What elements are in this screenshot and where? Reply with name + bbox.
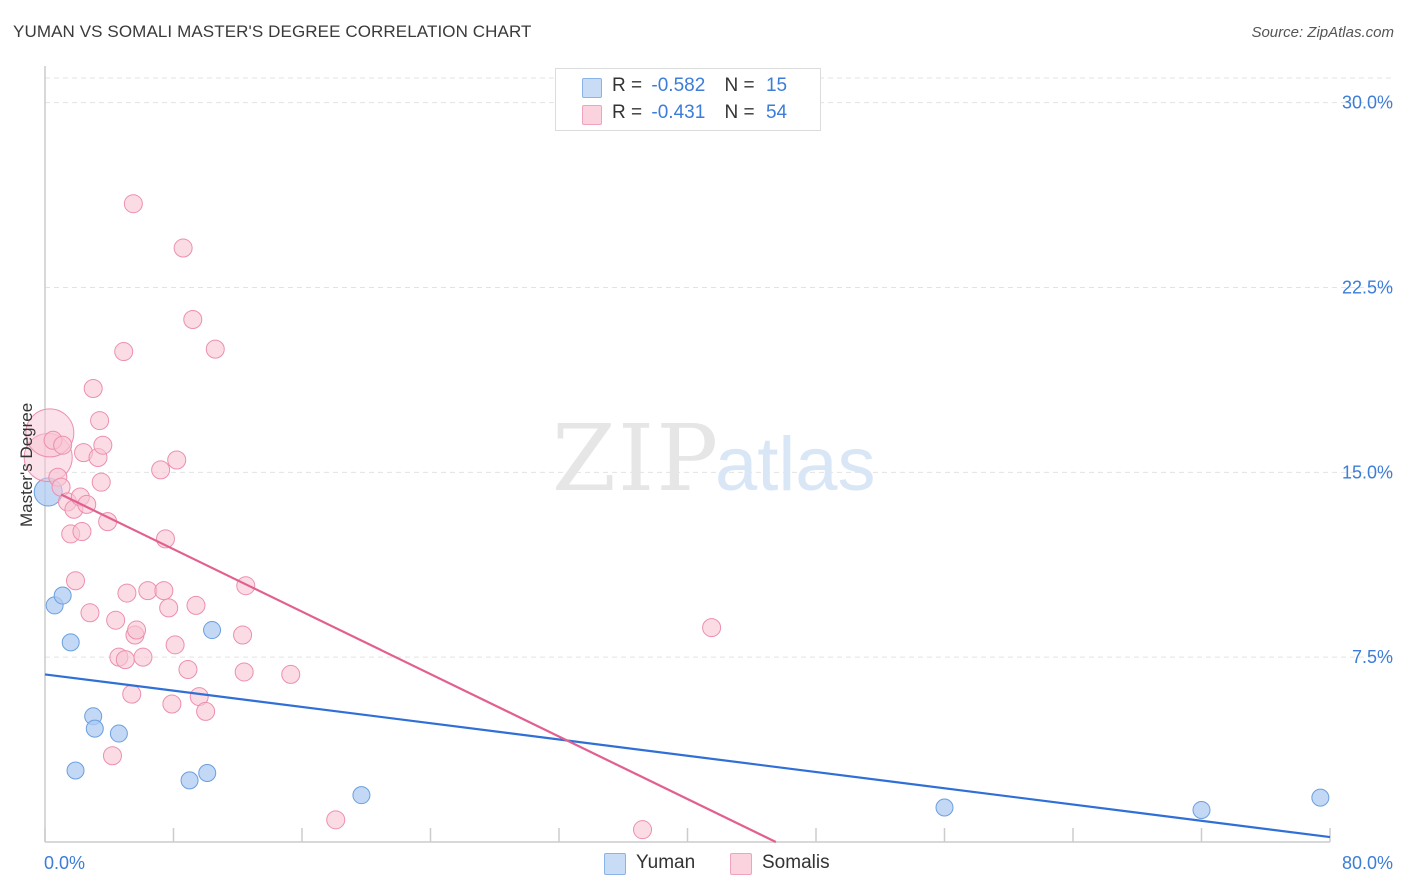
legend-n-label: N = (724, 102, 755, 123)
somali-point (91, 472, 111, 492)
somali-point (186, 595, 206, 615)
somali-point (326, 810, 346, 830)
legend-n-value: 15 (765, 75, 788, 96)
somali-point (114, 342, 134, 362)
y-tick-label: 22.5% (1342, 277, 1393, 297)
watermark-atlas: atlas (715, 422, 876, 507)
somali-point (178, 659, 198, 679)
yuman-point (935, 798, 954, 817)
somali-point (80, 603, 100, 623)
somali-point (138, 581, 158, 601)
yuman-series (33, 477, 1330, 819)
yuman-point (1192, 800, 1211, 819)
yuman-point (180, 771, 199, 790)
bottom-legend-swatch-somalis (730, 853, 752, 875)
somali-point (83, 379, 103, 399)
somali-point (90, 411, 110, 431)
somali-point (281, 664, 301, 684)
yuman-point (109, 724, 128, 743)
somali-point (122, 684, 142, 704)
bottom-legend-swatch-yuman (604, 853, 626, 875)
somali-point (162, 694, 182, 714)
somali-point (115, 650, 135, 670)
yuman-point (66, 761, 85, 780)
somali-point (154, 581, 174, 601)
somali-trend-line (60, 493, 777, 843)
somali-series (23, 194, 722, 840)
chart-title: YUMAN VS SOMALI MASTER'S DEGREE CORRELAT… (13, 22, 532, 41)
somali-point (102, 746, 122, 766)
somali-point (106, 610, 126, 630)
somali-point (173, 238, 193, 258)
y-tick-label: 7.5% (1352, 647, 1393, 667)
legend-n-value: 54 (765, 102, 788, 123)
y-axis-label: Master's Degree (17, 402, 36, 527)
somali-point (183, 310, 203, 330)
somali-point (151, 460, 171, 480)
somali-point (702, 618, 722, 638)
somali-point (72, 521, 92, 541)
legend-r-value: -0.431 (651, 102, 706, 123)
yuman-point (61, 633, 80, 652)
legend-swatch-somalis (582, 105, 602, 125)
bottom-legend-label-somalis: Somalis (762, 852, 830, 873)
yuman-point (203, 621, 222, 640)
trend-lines (44, 493, 1331, 843)
source-label: Source: ZipAtlas.com (1251, 24, 1394, 41)
gridlines (45, 77, 1392, 658)
x-tick-label: 80.0% (1342, 853, 1393, 873)
legend-r-label: R = (612, 102, 643, 123)
somali-point (117, 583, 137, 603)
bottom-legend-label-yuman: Yuman (636, 852, 696, 873)
y-tick-label: 30.0% (1342, 93, 1393, 113)
yuman-point (1311, 788, 1330, 807)
y-tick-label: 15.0% (1342, 462, 1393, 482)
yuman-point (352, 786, 371, 805)
somali-point (66, 571, 86, 591)
legend-r-label: R = (612, 75, 643, 96)
legend-box: R = -0.582 N = 15 R = -0.431 N = 54 (555, 68, 821, 131)
somali-point (159, 598, 179, 618)
somali-point (236, 576, 256, 596)
x-tick-label: 0.0% (44, 853, 85, 873)
somali-point (167, 450, 187, 470)
somali-point (234, 662, 254, 682)
somali-point (133, 647, 153, 667)
somali-point (123, 194, 143, 214)
legend-swatch-yuman (582, 78, 602, 98)
somali-point (165, 635, 185, 655)
somali-point (98, 512, 118, 532)
somali-point (633, 820, 653, 840)
legend-n-label: N = (724, 75, 755, 96)
legend-r-value: -0.582 (651, 75, 706, 96)
yuman-point (53, 586, 72, 605)
tick-labels: 7.5% 15.0% 22.5% 30.0% 0.0% 80.0% (44, 93, 1393, 873)
somali-point (233, 625, 253, 645)
somali-point (93, 435, 113, 455)
somali-point (196, 701, 216, 721)
yuman-point (85, 719, 104, 738)
somali-point (53, 435, 73, 455)
yuman-trend-line (44, 673, 1331, 839)
yuman-point (198, 763, 217, 782)
somali-point (205, 339, 225, 359)
watermark-zip: ZIP (552, 405, 720, 512)
somali-point (127, 620, 147, 640)
